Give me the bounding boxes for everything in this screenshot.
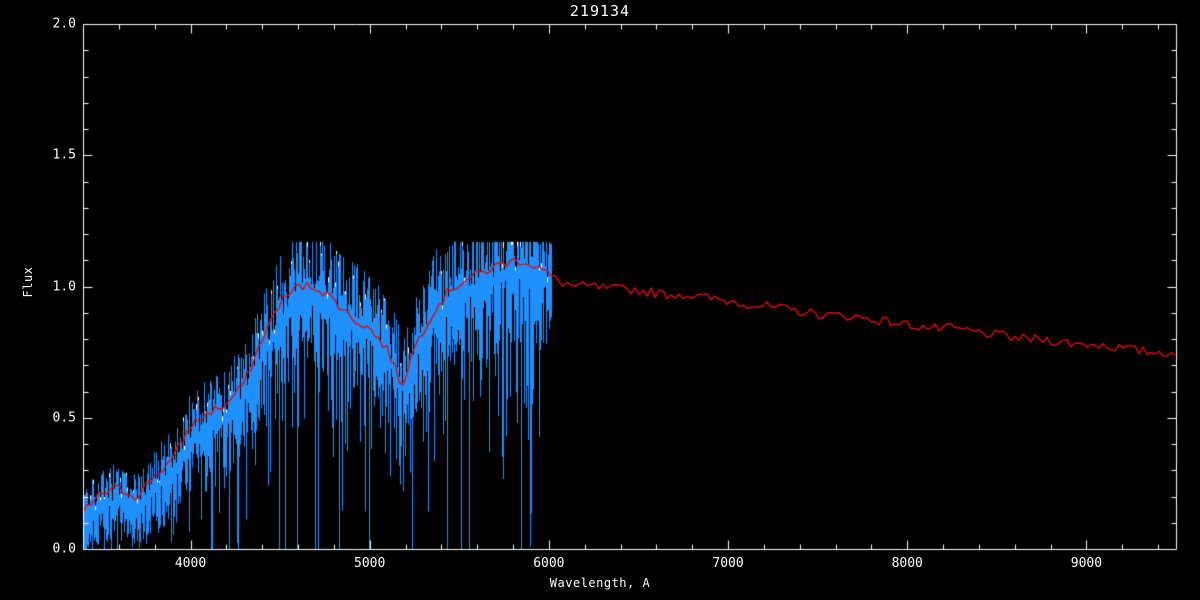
- spectrum-plot-canvas: [0, 0, 1200, 600]
- spectrum-figure: 219134 Wavelength, A Flux 4000 5000 6000 70…: [0, 0, 1200, 600]
